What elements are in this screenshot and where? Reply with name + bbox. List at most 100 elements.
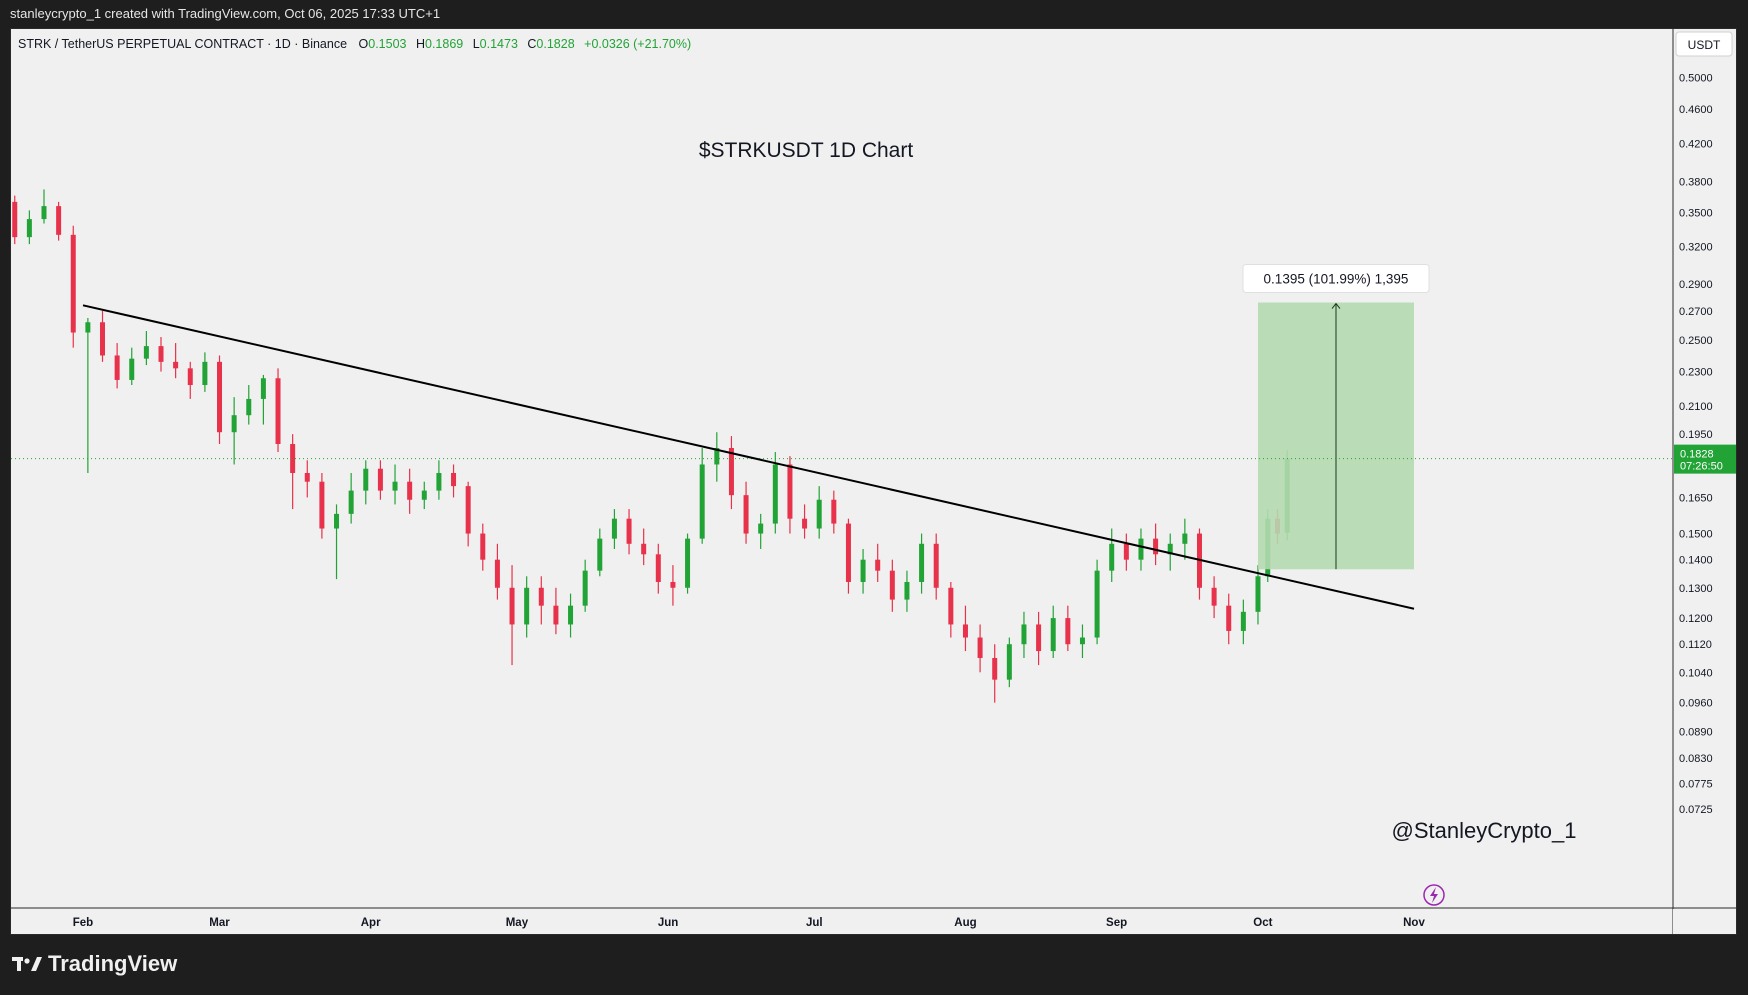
- candle-body: [1050, 618, 1056, 652]
- last-price-value: 0.1828: [1680, 449, 1714, 461]
- footer-bar: [0, 935, 1748, 995]
- candle-body: [1167, 543, 1173, 555]
- y-tick-label: 0.2300: [1679, 367, 1713, 379]
- candle-body: [1138, 538, 1144, 560]
- candle-body: [568, 605, 574, 625]
- candle-body: [260, 378, 266, 399]
- y-tick-label: 0.0960: [1679, 698, 1713, 710]
- candle-body: [1021, 624, 1027, 645]
- y-tick-label: 0.1500: [1679, 529, 1713, 541]
- candle-body: [1036, 624, 1042, 652]
- created-by-header: stanleycrypto_1 created with TradingView…: [10, 6, 441, 21]
- measure-arrowhead: [1331, 302, 1341, 309]
- candle-body: [1226, 605, 1232, 631]
- descending-trendline: [82, 304, 1415, 610]
- candle-body: [962, 624, 968, 638]
- candle-body: [992, 658, 998, 680]
- candle-body: [275, 378, 281, 444]
- candle-body: [480, 533, 486, 560]
- candle-body: [772, 464, 778, 524]
- candle-body: [831, 499, 837, 524]
- candle-body: [1123, 543, 1129, 560]
- candle-body: [41, 206, 47, 220]
- candle-body: [714, 447, 720, 465]
- last-price-tag: [1674, 444, 1736, 474]
- candle-body: [100, 322, 106, 356]
- candle-body: [70, 234, 76, 333]
- overlays-layer: 0.1395 (101.99%) 1,395: [11, 264, 1673, 610]
- candle-body: [758, 523, 764, 534]
- candle-body: [524, 587, 530, 625]
- candle-body: [334, 513, 340, 529]
- candle-body: [421, 490, 427, 500]
- candle-body: [845, 523, 851, 582]
- chart-frame[interactable]: 0.1395 (101.99%) 1,395 0.5000 0.4600 0.420…: [0, 28, 1737, 935]
- candle-body: [875, 559, 881, 571]
- candle-body: [816, 499, 822, 529]
- symbol-line: STRK / TetherUS PERPETUAL CONTRACT · 1D …: [18, 37, 691, 51]
- price-axis[interactable]: 0.5000 0.4600 0.4200 0.3800 0.3500 0.3200 0.29…: [1674, 72, 1736, 816]
- y-tick-label: 0.0830: [1679, 753, 1713, 765]
- x-tick-label: Mar: [209, 917, 230, 929]
- y-tick-label: 0.3800: [1679, 176, 1713, 188]
- candle-body: [465, 486, 471, 534]
- y-tick-label: 0.2500: [1679, 335, 1713, 347]
- candle-body: [597, 538, 603, 571]
- candle-body: [860, 559, 866, 582]
- brand-name: TradingView: [48, 951, 178, 976]
- candle-body: [670, 581, 676, 588]
- candle-body: [187, 368, 193, 386]
- candle-body: [1109, 543, 1115, 571]
- currency-label: USDT: [1688, 38, 1721, 52]
- x-tick-label: Oct: [1253, 917, 1272, 929]
- candle-body: [319, 481, 325, 529]
- y-tick-label: 0.1400: [1679, 555, 1713, 567]
- candle-body: [1182, 533, 1188, 544]
- candle-body: [363, 468, 369, 491]
- candle-countdown: 07:26:50: [1680, 461, 1723, 473]
- candle-body: [1240, 611, 1246, 631]
- y-tick-label: 0.1650: [1679, 492, 1713, 504]
- candle-body: [685, 538, 691, 588]
- candlestick-chart[interactable]: 0.1395 (101.99%) 1,395 0.5000 0.4600 0.420…: [0, 29, 1736, 934]
- y-tick-label: 0.1300: [1679, 583, 1713, 595]
- candle-body: [26, 219, 32, 238]
- candle-body: [743, 495, 749, 534]
- time-axis[interactable]: Feb Mar Apr May Jun Jul Aug Sep Oct Nov: [73, 917, 1426, 929]
- candle-body: [304, 472, 310, 482]
- candle-body: [933, 543, 939, 588]
- y-tick-label: 0.1120: [1679, 639, 1712, 651]
- y-tick-label: 0.0725: [1679, 804, 1713, 816]
- candle-body: [626, 518, 632, 544]
- candle-body: [787, 464, 793, 519]
- y-tick-label: 0.4200: [1679, 138, 1713, 150]
- candle-body: [392, 481, 398, 491]
- candle-body: [655, 554, 661, 582]
- author-watermark: @StanleyCrypto_1: [1392, 818, 1577, 843]
- candle-body: [641, 543, 647, 555]
- y-tick-label: 0.1950: [1679, 429, 1713, 441]
- candle-body: [407, 481, 413, 500]
- tradingview-brand[interactable]: TradingView: [12, 951, 177, 977]
- tradingview-logo-icon: [12, 955, 42, 973]
- lightning-icon[interactable]: [1423, 884, 1445, 906]
- candle-body: [85, 322, 91, 333]
- x-tick-label: May: [506, 917, 529, 929]
- candle-body: [348, 490, 354, 514]
- measure-label: 0.1395 (101.99%) 1,395: [1264, 272, 1409, 287]
- y-tick-label: 0.2100: [1679, 401, 1713, 413]
- candle-body: [494, 559, 500, 588]
- y-tick-label: 0.2900: [1679, 279, 1713, 291]
- y-tick-label: 0.3200: [1679, 241, 1713, 253]
- candle-body: [553, 605, 559, 625]
- candle-body: [1065, 618, 1071, 645]
- measure-label-box: [1242, 264, 1430, 294]
- candle-body: [977, 637, 983, 659]
- y-tick-label: 0.5000: [1679, 72, 1713, 84]
- candle-body: [158, 346, 164, 362]
- candle-body: [538, 587, 544, 606]
- y-tick-label: 0.1200: [1679, 613, 1713, 625]
- currency-badge[interactable]: [1675, 31, 1733, 57]
- candle-body: [12, 201, 18, 238]
- candle-body: [436, 472, 442, 491]
